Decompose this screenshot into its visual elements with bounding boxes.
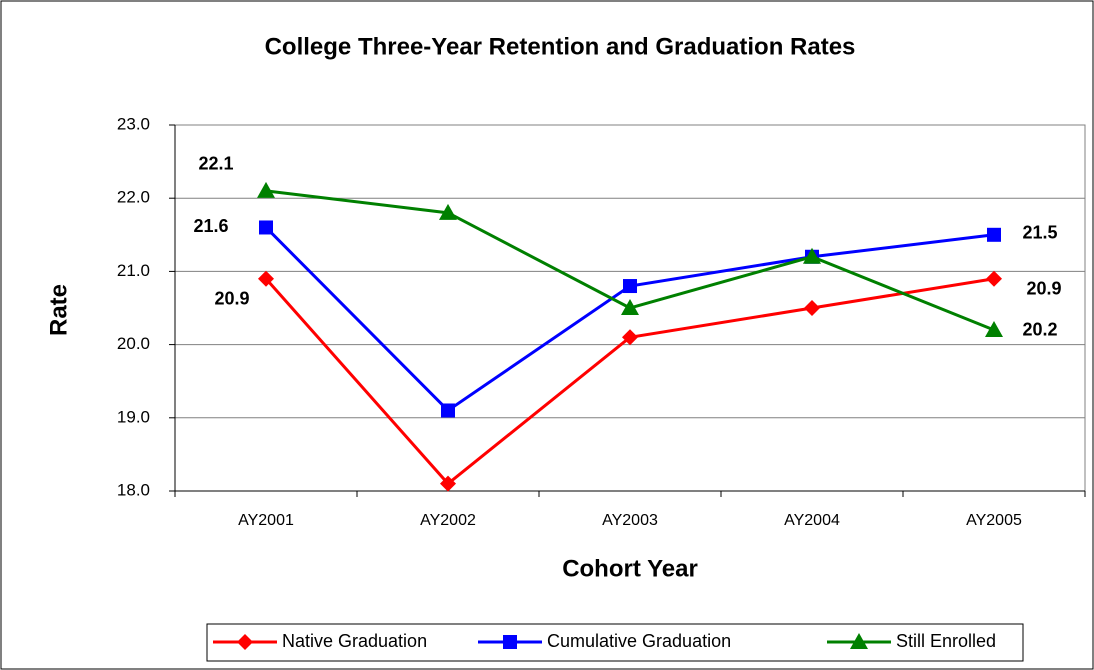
x-tick-label: AY2003 xyxy=(602,512,658,529)
chart-title: College Three-Year Retention and Graduat… xyxy=(265,33,856,60)
legend-label: Cumulative Graduation xyxy=(547,631,731,651)
y-tick-label: 19.0 xyxy=(117,407,150,426)
marker xyxy=(850,633,868,649)
marker xyxy=(257,181,275,198)
data-label: 20.9 xyxy=(214,288,249,308)
marker xyxy=(623,279,637,294)
marker xyxy=(439,203,457,220)
y-tick-label: 20.0 xyxy=(117,334,150,353)
marker xyxy=(503,635,517,649)
marker xyxy=(804,300,820,316)
marker xyxy=(441,403,455,418)
marker xyxy=(258,270,274,287)
legend-label: Still Enrolled xyxy=(896,631,996,651)
y-tick-label: 22.0 xyxy=(117,188,150,207)
x-axis-label: Cohort Year xyxy=(562,555,698,582)
x-tick-label: AY2001 xyxy=(238,512,294,529)
y-tick-label: 23.0 xyxy=(117,114,150,133)
marker xyxy=(440,475,456,492)
marker xyxy=(237,634,253,650)
data-label: 21.6 xyxy=(193,216,228,236)
y-axis-label: Rate xyxy=(45,284,72,336)
data-label: 22.1 xyxy=(198,154,233,174)
marker xyxy=(986,270,1002,287)
legend-label: Native Graduation xyxy=(282,631,427,651)
marker xyxy=(621,299,639,315)
marker xyxy=(622,329,638,346)
x-tick-label: AY2004 xyxy=(784,512,840,529)
marker xyxy=(987,227,1001,242)
x-tick-label: AY2002 xyxy=(420,512,476,529)
y-tick-label: 18.0 xyxy=(117,480,150,499)
marker xyxy=(985,320,1003,337)
marker xyxy=(803,247,821,264)
data-label: 21.5 xyxy=(1022,223,1057,243)
data-label: 20.2 xyxy=(1022,320,1057,340)
marker xyxy=(259,220,273,235)
data-label: 20.9 xyxy=(1026,278,1061,298)
x-tick-label: AY2005 xyxy=(966,512,1022,529)
y-tick-label: 21.0 xyxy=(117,261,150,280)
